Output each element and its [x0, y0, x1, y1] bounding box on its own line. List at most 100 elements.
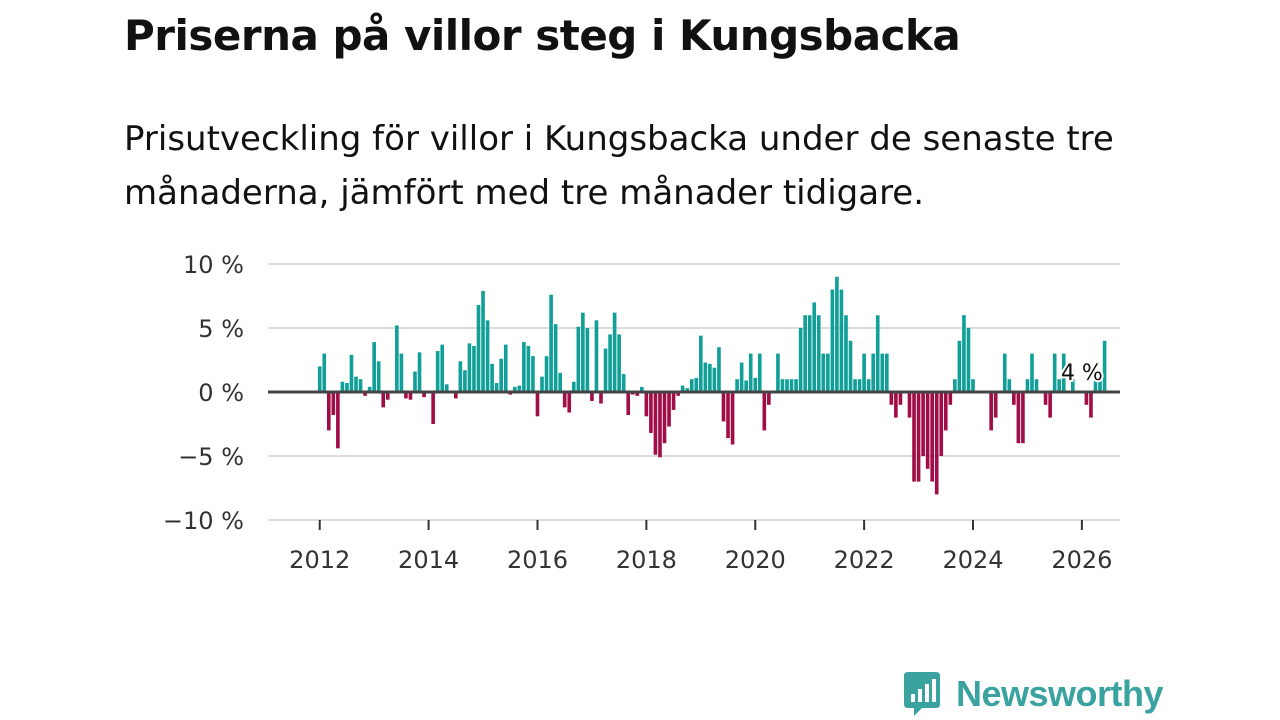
bar — [458, 361, 463, 392]
bar — [839, 289, 844, 392]
bar — [912, 392, 916, 482]
y-tick-label: −5 % — [178, 443, 244, 471]
bar — [590, 392, 594, 401]
bar — [553, 324, 558, 392]
x-tick-label: 2012 — [289, 546, 350, 574]
y-axis: 10 % 5 % 0 % −5 % −10 % — [163, 251, 244, 535]
bar — [417, 352, 422, 392]
bar — [943, 392, 948, 431]
bar — [1034, 379, 1039, 392]
bar — [367, 386, 372, 392]
bar — [857, 379, 862, 392]
bar — [1071, 379, 1075, 392]
bar — [1007, 379, 1012, 392]
bar — [512, 386, 517, 392]
x-tick-label: 2022 — [834, 546, 895, 574]
brand-name: Newsworthy — [956, 673, 1164, 714]
y-tick-label: 5 % — [198, 315, 244, 343]
bar — [948, 392, 953, 405]
bar — [349, 354, 354, 392]
bar — [408, 392, 413, 400]
bar — [916, 392, 921, 482]
bar — [812, 302, 817, 392]
bar — [340, 381, 345, 392]
bar — [798, 328, 803, 392]
bar — [871, 353, 876, 392]
bar — [608, 334, 612, 392]
bar — [621, 374, 626, 392]
bar — [1084, 392, 1089, 405]
bar — [444, 384, 449, 392]
bar — [635, 392, 640, 396]
bar — [1012, 392, 1016, 405]
bar — [558, 372, 562, 392]
bar — [571, 381, 576, 392]
bar — [640, 386, 644, 392]
bar — [971, 379, 975, 392]
bar — [603, 348, 608, 392]
bar — [372, 342, 376, 392]
bar — [522, 342, 526, 392]
bar — [930, 392, 934, 482]
bar — [925, 392, 930, 469]
bar-series — [317, 276, 1107, 495]
bar — [658, 392, 662, 458]
bar — [662, 392, 667, 444]
bar — [762, 392, 767, 431]
bar — [576, 326, 581, 392]
bar — [395, 325, 399, 392]
bar — [848, 340, 853, 392]
bar — [721, 392, 726, 422]
bar — [885, 353, 889, 392]
bar — [649, 392, 653, 433]
bar — [680, 385, 685, 392]
bar — [345, 383, 349, 392]
bar — [644, 392, 649, 417]
bar — [413, 371, 417, 392]
bar — [667, 392, 671, 427]
bar — [1025, 379, 1030, 392]
bar — [354, 376, 358, 392]
bar — [467, 343, 472, 392]
bar — [1048, 392, 1052, 418]
bar — [1030, 353, 1034, 392]
bar — [485, 320, 490, 392]
bar — [404, 392, 408, 399]
bar — [531, 356, 535, 392]
bar — [757, 353, 762, 392]
bar — [1043, 392, 1048, 405]
bar — [549, 294, 553, 392]
x-tick-label: 2020 — [725, 546, 786, 574]
bar — [989, 392, 993, 431]
bar — [875, 315, 880, 392]
bar — [744, 380, 748, 392]
bar — [816, 315, 821, 392]
bar — [671, 392, 676, 410]
bar — [626, 392, 631, 416]
bar — [748, 353, 753, 392]
chart-subtitle: Prisutveckling för villor i Kungsbacka u… — [124, 119, 1114, 213]
bar — [399, 353, 404, 392]
bar — [499, 358, 503, 392]
bar — [685, 388, 690, 392]
bar — [540, 376, 544, 392]
bar — [585, 328, 590, 392]
bar — [1098, 379, 1102, 392]
bar — [481, 290, 485, 392]
bar — [694, 377, 699, 392]
bar — [612, 312, 617, 392]
annotation-label: 4 % — [1061, 361, 1103, 386]
bar — [1057, 379, 1062, 392]
bar — [735, 379, 739, 392]
bar — [544, 356, 549, 392]
bar — [726, 392, 730, 439]
bar — [962, 315, 966, 392]
bar — [476, 304, 481, 392]
bar — [331, 392, 336, 416]
x-tick-label: 2024 — [942, 546, 1003, 574]
bar — [676, 392, 680, 396]
bar — [957, 340, 962, 392]
bar — [717, 347, 721, 392]
bar — [526, 345, 531, 392]
